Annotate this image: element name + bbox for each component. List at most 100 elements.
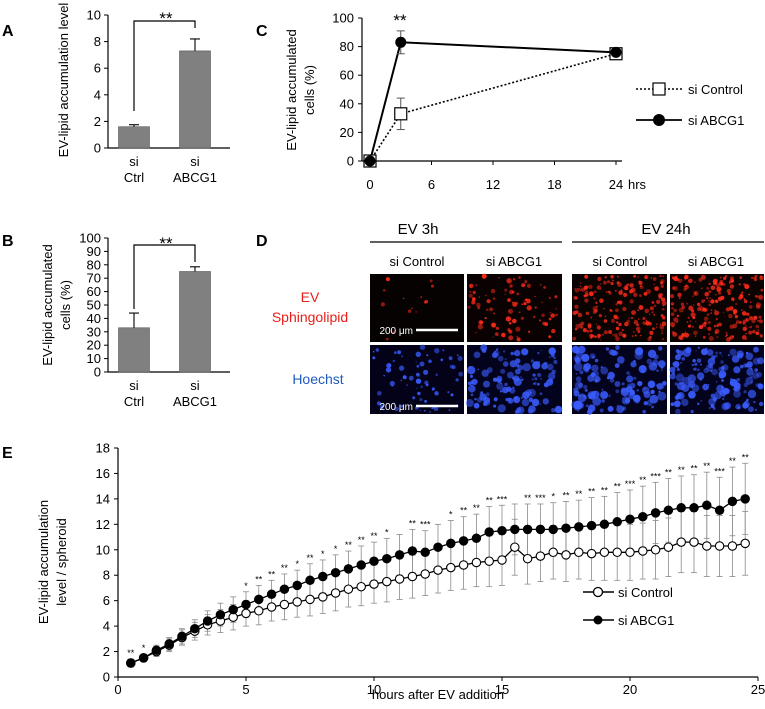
chart-e-sig-label: ** [486,496,494,506]
micro-cell [481,369,489,377]
micro-cell [639,285,644,290]
chart-e-sig-label: ** [729,456,737,466]
micro-cell [539,283,542,286]
series-e-abcg1-point [228,604,238,615]
series-e-control-point [535,551,546,561]
micro-cell [435,373,438,376]
micro-cell [614,289,617,292]
micro-cell [577,410,580,412]
chart-b-ytick-label: 90 [87,244,101,259]
micro-cell [661,300,667,306]
micro-cell [633,292,638,297]
micro-cell [744,299,748,304]
micro-cell [704,291,709,297]
micro-cell [548,335,552,339]
chart-e-ytick-label: 12 [96,517,110,532]
micro-cell [539,403,542,405]
micro-cell [597,276,602,282]
micro-cell [691,309,695,313]
chart-b-ylabel-line2: cells (%) [58,280,73,330]
micro-cell [708,336,714,341]
legend-control-marker [652,82,666,96]
chart-e-ylabel-line1: EV-lipid accumulation [36,500,51,624]
micro-cell [497,355,504,362]
chart-b-cat1-line2: Ctrl [124,394,144,409]
chart-b-ytick-label: 100 [79,231,101,246]
micro-cell [591,364,599,372]
micro-cell [745,325,747,327]
micro-cell [696,372,705,380]
micro-cell [473,351,481,359]
micro-cell [674,382,678,386]
series-e-control-point [522,553,533,564]
micro-cell [508,329,513,334]
micro-cell [650,277,652,279]
micro-cell [700,400,702,402]
micro-cell [610,349,617,356]
series-e-control-point [561,550,571,560]
micro-cell [649,335,652,339]
micro-cell [676,314,680,318]
series-e-control-point [638,546,648,556]
micro-cell [740,309,743,312]
micro-cell [416,364,420,368]
micro-cell [415,361,417,363]
series-e-abcg1-point [369,556,379,566]
chart-b-ytick-label: 0 [94,365,101,380]
micro-cell [493,312,495,315]
chart-a-ylabel: EV-lipid accumulation level [56,3,71,158]
chart-e-sig-label: * [295,559,299,569]
row-label-hoechst: Hoechst [292,371,343,387]
micro-cell [533,315,536,319]
micro-cell [584,298,589,303]
chart-b-ytick-label: 40 [87,311,101,326]
micro-cell [637,309,639,312]
micro-cell [658,295,663,299]
micro-cell [681,357,685,361]
micro-cell [686,321,689,323]
micro-cell [530,359,534,363]
micro-cell [573,362,583,372]
micro-cell [615,336,620,342]
micro-cell [629,299,634,304]
series-e-abcg1-point [305,575,315,586]
micro-cell [500,382,502,385]
chart-e-sig-label: *** [535,493,546,503]
micro-cell [748,330,753,335]
chart-b-bar [118,327,150,373]
micro-cell [721,386,724,389]
series-abcg1-point [364,155,376,167]
series-e-abcg1-point [356,560,366,570]
micro-cell [604,315,607,318]
series-e-abcg1-point [241,599,251,610]
micro-cell [518,276,521,279]
micro-cell [393,402,395,404]
micro-cell [693,290,699,296]
micro-cell [661,315,666,320]
micro-cell [415,311,417,313]
micro-cell [432,388,434,391]
chart-e-sig-label: ** [358,535,366,545]
chart-e-ytick-label: 14 [96,491,110,506]
chart-e-xtick-label: 15 [495,682,509,697]
micro-cell [526,283,532,288]
micro-cell [678,297,681,300]
micro-cell [401,355,404,358]
series-e-abcg1-point [663,505,674,516]
micro-cell [710,312,712,314]
chart-e-sig-label: * [551,492,555,502]
micro-cell [638,280,640,282]
chart-b-sig-bracket [133,244,196,309]
series-abcg1-line [369,41,617,162]
chart-e-sig-label: * [244,581,248,591]
micro-cell [541,301,543,304]
micro-cell [416,372,420,377]
micro-cell [679,336,684,341]
micro-cell [627,383,631,387]
micro-cell [676,393,682,399]
series-e-abcg1-point [164,639,174,649]
micro-cell [740,364,744,369]
micro-cell [615,345,620,350]
micro-cell [635,326,641,332]
micro-cell [532,361,541,370]
